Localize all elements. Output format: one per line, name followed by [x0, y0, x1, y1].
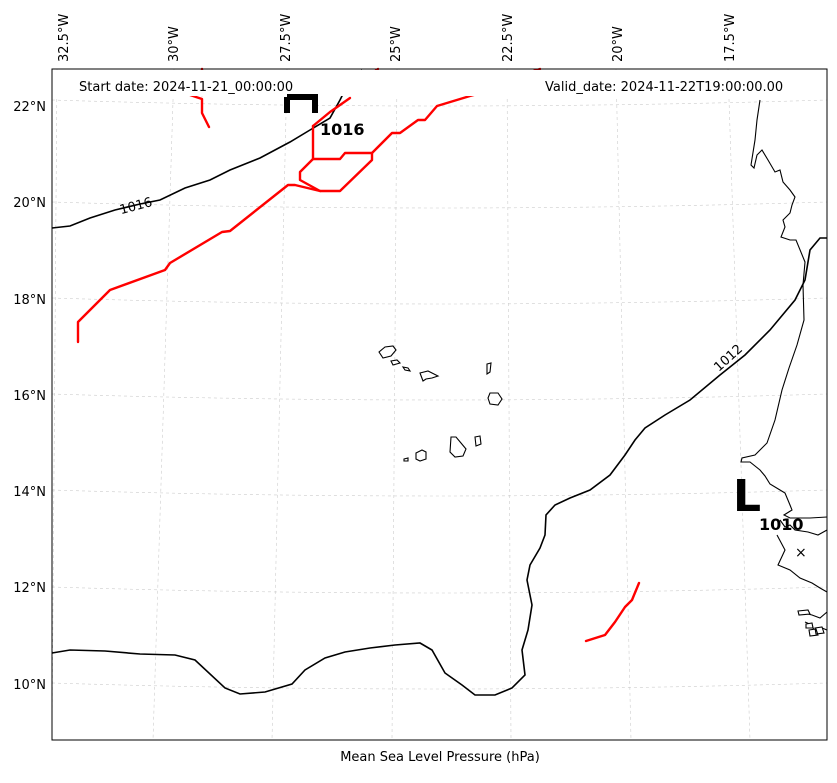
low-pressure-letter: L [733, 471, 761, 522]
lat-label: 20°N [13, 196, 46, 211]
latitude-labels: 22°N 20°N 18°N 16°N 14°N 12°N 10°N [13, 100, 46, 693]
header-band [53, 70, 826, 96]
high-pressure-center: 1016 [284, 94, 365, 139]
gridlines [51, 68, 828, 741]
isobar-1012 [51, 237, 827, 696]
svg-text:1016: 1016 [320, 120, 365, 139]
fronts [76, 67, 641, 643]
lon-label: 27.5°W [279, 14, 294, 62]
longitude-labels: 32.5°W 30°W 27.5°W 25°W 22.5°W 20°W 17.5… [57, 14, 738, 62]
lat-label: 14°N [13, 485, 46, 500]
start-date-label-top: Start date: 2024-11-21_00:00:00 [79, 80, 293, 95]
x-axis-title: Mean Sea Level Pressure (hPa) [340, 750, 540, 765]
isobar-1016 [51, 69, 363, 229]
plot-frame [51, 68, 828, 741]
isobar-label-1016: 1016 [118, 195, 154, 218]
lat-label: 22°N [13, 100, 46, 115]
lat-label: 16°N [13, 389, 46, 404]
lon-label: 32.5°W [57, 14, 72, 62]
lat-label: 12°N [13, 581, 46, 596]
valid-date-label-top: Valid_date: 2024-11-22T19:00:00.00 [545, 80, 783, 95]
lat-label: 10°N [13, 678, 46, 693]
coastal-islets [797, 609, 825, 637]
location-marker-icon: × [795, 545, 807, 561]
lon-label: 17.5°W [723, 14, 738, 62]
lon-label: 25°W [389, 26, 404, 62]
cape-verde-islands [378, 345, 503, 462]
africa-coastline-south [776, 519, 828, 634]
lat-label: 18°N [13, 293, 46, 308]
lon-label: 30°W [167, 26, 182, 62]
africa-coastline [740, 99, 828, 519]
lon-label: 20°W [611, 26, 626, 62]
low-pressure-center: L 1010 [733, 471, 804, 534]
lon-label: 22.5°W [501, 14, 516, 62]
low-pressure-value: 1010 [759, 515, 804, 534]
